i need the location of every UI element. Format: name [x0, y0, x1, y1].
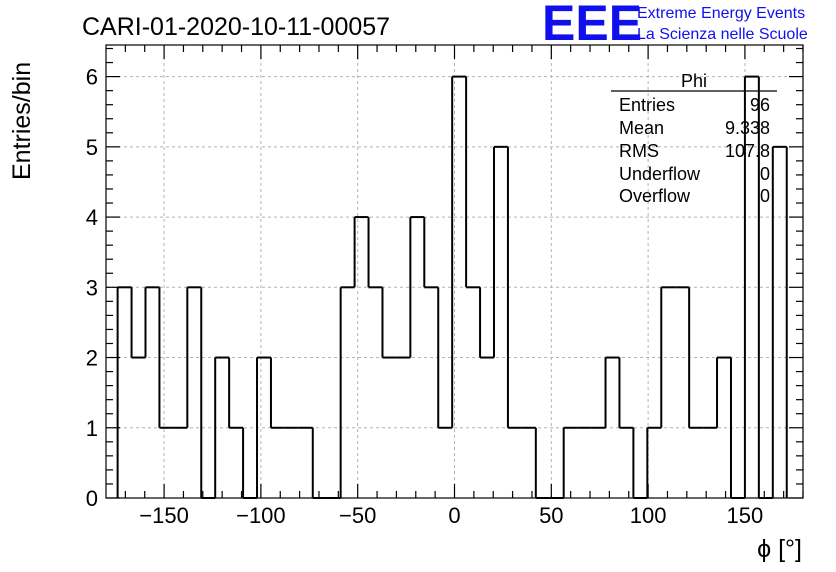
- logo-line-1: Extreme Energy Events: [637, 5, 805, 22]
- x-tick-label: 0: [448, 503, 460, 528]
- x-tick-label: −50: [339, 503, 376, 528]
- stats-label-overflow: Overflow: [619, 186, 691, 206]
- y-tick-label: 4: [86, 205, 98, 230]
- x-tick-label: −100: [236, 503, 286, 528]
- stats-box: Phi Entries 96 Mean 9.338 RMS 107.8 Unde…: [611, 71, 777, 206]
- y-tick-label: 6: [86, 65, 98, 90]
- histogram-series: [116, 75, 788, 499]
- stats-value-rms: 107.8: [725, 141, 770, 161]
- y-tick-label: 3: [86, 275, 98, 300]
- y-tick-label: 5: [86, 135, 98, 160]
- x-tick-label: 100: [630, 503, 667, 528]
- y-tick-label: 1: [86, 416, 98, 441]
- stats-value-underflow: 0: [760, 164, 770, 184]
- stats-label-rms: RMS: [619, 141, 659, 161]
- grid-lines: [106, 45, 803, 498]
- stats-label-entries: Entries: [619, 95, 675, 115]
- y-tick-labels: 0 1 2 3 4 5 6: [86, 65, 98, 511]
- y-tick-label: 2: [86, 346, 98, 371]
- axis-ticks: [106, 45, 804, 499]
- stats-title: Phi: [681, 71, 707, 91]
- eee-logo: EEE Extreme Energy Events La Scienza nel…: [542, 0, 808, 51]
- logo-mark: EEE: [542, 0, 642, 51]
- stats-value-entries: 96: [750, 95, 770, 115]
- x-tick-label: 50: [539, 503, 563, 528]
- stats-label-underflow: Underflow: [619, 164, 701, 184]
- x-tick-labels: −150 −100 −50 0 50 100 150: [139, 503, 763, 528]
- stats-label-mean: Mean: [619, 118, 664, 138]
- x-tick-label: −150: [139, 503, 189, 528]
- x-axis-label: ϕ [°]: [757, 535, 802, 563]
- x-tick-label: 150: [727, 503, 764, 528]
- chart-title: CARI-01-2020-10-11-00057: [82, 13, 390, 41]
- stats-value-mean: 9.338: [725, 118, 770, 138]
- stats-value-overflow: 0: [760, 186, 770, 206]
- logo-line-2: La Scienza nelle Scuole: [637, 26, 808, 43]
- y-tick-label: 0: [86, 486, 98, 511]
- y-axis-label: Entries/bin: [8, 62, 36, 180]
